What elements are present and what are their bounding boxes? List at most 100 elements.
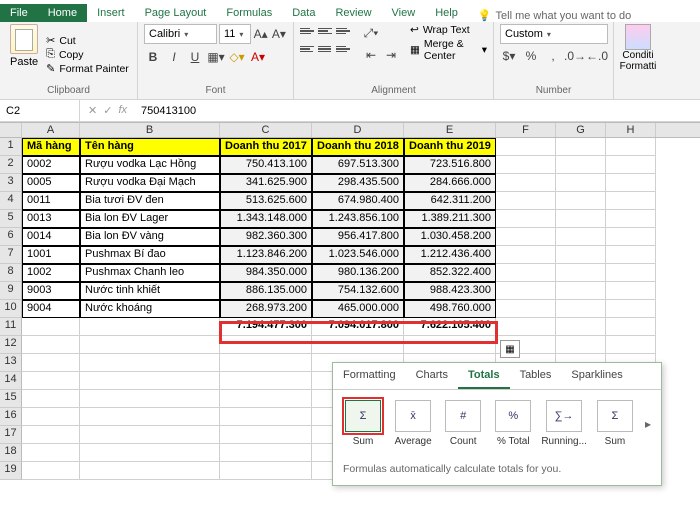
cell[interactable]: [556, 336, 606, 354]
tell-me[interactable]: Tell me what you want to do: [478, 9, 631, 22]
increase-indent-button[interactable]: ⇥: [382, 46, 400, 64]
cell[interactable]: 1.030.458.200: [404, 228, 496, 246]
cell[interactable]: 697.513.300: [312, 156, 404, 174]
cell[interactable]: 465.000.000: [312, 300, 404, 318]
row-header[interactable]: 7: [0, 246, 22, 264]
italic-button[interactable]: I: [165, 48, 183, 66]
cell[interactable]: [606, 210, 656, 228]
cell[interactable]: [22, 408, 80, 426]
qa-tab-charts[interactable]: Charts: [406, 363, 458, 389]
cell-total[interactable]: 7.622.105.400: [404, 318, 496, 336]
row-header[interactable]: 19: [0, 462, 22, 480]
cell[interactable]: [312, 336, 404, 354]
cell[interactable]: 642.311.200: [404, 192, 496, 210]
cell[interactable]: [22, 318, 80, 336]
cell[interactable]: Tên hàng: [80, 138, 220, 156]
cell[interactable]: [556, 156, 606, 174]
cell[interactable]: [496, 264, 556, 282]
row-header[interactable]: 6: [0, 228, 22, 246]
cell[interactable]: [80, 354, 220, 372]
cell[interactable]: Nước khoáng: [80, 300, 220, 318]
decrease-decimal-button[interactable]: ←.0: [588, 47, 606, 65]
cell[interactable]: 723.516.800: [404, 156, 496, 174]
cell[interactable]: 1.389.211.300: [404, 210, 496, 228]
cell[interactable]: Rượu vodka Lạc Hồng: [80, 156, 220, 174]
cell[interactable]: [496, 174, 556, 192]
row-header[interactable]: 9: [0, 282, 22, 300]
cell[interactable]: 988.423.300: [404, 282, 496, 300]
tab-view[interactable]: View: [382, 4, 426, 22]
cell[interactable]: [22, 426, 80, 444]
cell[interactable]: [220, 444, 312, 462]
cell[interactable]: Rượu vodka Đại Mạch: [80, 174, 220, 192]
cell[interactable]: 1002: [22, 264, 80, 282]
cell[interactable]: Doanh thu 2019: [404, 138, 496, 156]
bold-button[interactable]: B: [144, 48, 162, 66]
increase-decimal-button[interactable]: .0→: [566, 47, 584, 65]
fill-color-button[interactable]: ◇▾: [228, 48, 246, 66]
row-header[interactable]: 10: [0, 300, 22, 318]
horizontal-align[interactable]: [300, 42, 352, 56]
vertical-align[interactable]: [300, 24, 352, 38]
font-color-button[interactable]: A▾: [249, 48, 267, 66]
cell[interactable]: [606, 264, 656, 282]
cell[interactable]: 984.350.000: [220, 264, 312, 282]
col-header[interactable]: H: [606, 123, 656, 137]
cell[interactable]: [220, 408, 312, 426]
decrease-font-button[interactable]: A▾: [271, 25, 287, 43]
formula-input[interactable]: 750413100: [135, 105, 700, 117]
cell[interactable]: Bia lon ĐV vàng: [80, 228, 220, 246]
cell[interactable]: 0005: [22, 174, 80, 192]
cell[interactable]: [220, 426, 312, 444]
cell[interactable]: 0011: [22, 192, 80, 210]
cell[interactable]: [606, 300, 656, 318]
cell[interactable]: [606, 228, 656, 246]
font-size-combo[interactable]: 11▾: [219, 24, 251, 44]
cell[interactable]: 1.212.436.400: [404, 246, 496, 264]
cell[interactable]: 9003: [22, 282, 80, 300]
cell[interactable]: [220, 372, 312, 390]
col-header[interactable]: E: [404, 123, 496, 137]
cell[interactable]: [556, 192, 606, 210]
cell[interactable]: Nước tinh khiết: [80, 282, 220, 300]
col-header[interactable]: B: [80, 123, 220, 137]
col-header[interactable]: D: [312, 123, 404, 137]
cell[interactable]: [22, 372, 80, 390]
select-all-corner[interactable]: [0, 123, 22, 137]
cell[interactable]: 298.435.500: [312, 174, 404, 192]
cell[interactable]: 341.625.900: [220, 174, 312, 192]
qa-tab-formatting[interactable]: Formatting: [333, 363, 406, 389]
wrap-text-button[interactable]: ↩Wrap Text: [410, 24, 487, 36]
cell[interactable]: Mã hàng: [22, 138, 80, 156]
underline-button[interactable]: U: [186, 48, 204, 66]
tab-help[interactable]: Help: [425, 4, 468, 22]
qa-sum2-button[interactable]: ΣSum: [593, 400, 637, 447]
cell[interactable]: [556, 300, 606, 318]
cell[interactable]: [606, 192, 656, 210]
cell[interactable]: [220, 462, 312, 480]
cell-total[interactable]: 7.194.477.300: [220, 318, 312, 336]
cell[interactable]: [556, 228, 606, 246]
accounting-button[interactable]: $▾: [500, 47, 518, 65]
cell[interactable]: Doanh thu 2018: [312, 138, 404, 156]
tab-page-layout[interactable]: Page Layout: [135, 4, 217, 22]
cell[interactable]: [496, 210, 556, 228]
cell[interactable]: [606, 246, 656, 264]
row-header[interactable]: 8: [0, 264, 22, 282]
orientation-button[interactable]: ⤢▾: [362, 24, 380, 42]
cell[interactable]: [496, 282, 556, 300]
cell[interactable]: 1001: [22, 246, 80, 264]
format-painter-button[interactable]: Format Painter: [46, 62, 129, 75]
cell[interactable]: [22, 336, 80, 354]
comma-button[interactable]: ,: [544, 47, 562, 65]
cell[interactable]: [606, 336, 656, 354]
cell[interactable]: Pushmax Chanh leo: [80, 264, 220, 282]
cell[interactable]: [80, 444, 220, 462]
row-header[interactable]: 1: [0, 138, 22, 156]
row-header[interactable]: 15: [0, 390, 22, 408]
cell[interactable]: 513.625.600: [220, 192, 312, 210]
cell[interactable]: [496, 246, 556, 264]
cell[interactable]: 852.322.400: [404, 264, 496, 282]
conditional-formatting-icon[interactable]: [625, 24, 651, 50]
cell[interactable]: [22, 390, 80, 408]
